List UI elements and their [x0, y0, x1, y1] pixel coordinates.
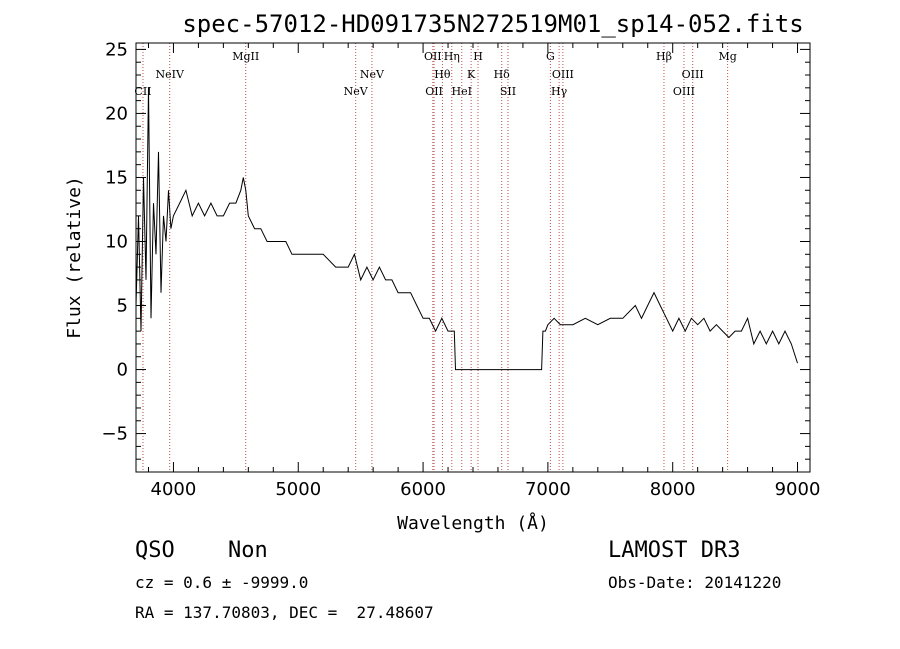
y-tick-label: 5: [117, 296, 128, 317]
line-marker-label: Hη: [444, 50, 460, 63]
line-marker-label: NeV: [360, 68, 385, 81]
redshift-line: cz = 0.6 ± -9999.0: [135, 573, 309, 592]
survey-name: LAMOST DR3: [608, 538, 741, 563]
coordinates: RA = 137.70803, DEC = 27.48607: [135, 603, 434, 622]
line-marker-label: MgII: [232, 50, 259, 63]
x-tick-label: 6000: [400, 479, 446, 500]
plot-frame: [135, 42, 811, 473]
x-axis-label: Wavelength (Å): [397, 512, 549, 534]
y-axis-label: Flux (relative): [64, 176, 85, 339]
line-marker-label: K: [467, 68, 476, 81]
obs-date: Obs-Date: 20141220: [608, 573, 782, 592]
line-marker-label: OIII: [552, 68, 574, 81]
line-marker-label: HeI: [452, 85, 472, 98]
y-tick-label: −5: [101, 424, 128, 445]
line-marker-label: OIII: [673, 85, 695, 98]
line-marker-label: SII: [500, 85, 516, 98]
line-marker-label: G: [546, 50, 555, 63]
line-marker-label: Mg: [718, 50, 736, 63]
y-tick-label: 0: [117, 360, 128, 381]
object-class: QSO: [135, 538, 175, 563]
x-tick-label: 4000: [151, 479, 197, 500]
line-marker-label: Hγ: [551, 85, 568, 98]
line-marker-label: Hβ: [656, 50, 672, 63]
line-marker-label: OIII: [682, 68, 704, 81]
line-marker-label: Hδ: [494, 68, 511, 81]
line-marker-label: Hθ: [434, 68, 451, 81]
y-tick-label: 10: [105, 231, 128, 252]
x-tick-label: 9000: [775, 479, 821, 500]
x-tick-label: 5000: [275, 479, 321, 500]
x-tick-label: 7000: [525, 479, 571, 500]
object-subclass: Non: [228, 538, 268, 563]
line-marker-label: NeV: [344, 85, 369, 98]
line-marker-label: OII: [424, 50, 442, 63]
y-tick-label: 15: [105, 167, 128, 188]
chart-title: spec-57012-HD091735N272519M01_sp14-052.f…: [182, 10, 803, 38]
x-tick-label: 8000: [650, 479, 696, 500]
spectrum-line: [135, 87, 798, 371]
y-tick-label: 25: [105, 39, 128, 60]
y-tick-label: 20: [105, 103, 128, 124]
line-marker-label: H: [473, 50, 483, 63]
line-marker-label: OII: [425, 85, 443, 98]
line-marker-label: NeIV: [155, 68, 184, 81]
